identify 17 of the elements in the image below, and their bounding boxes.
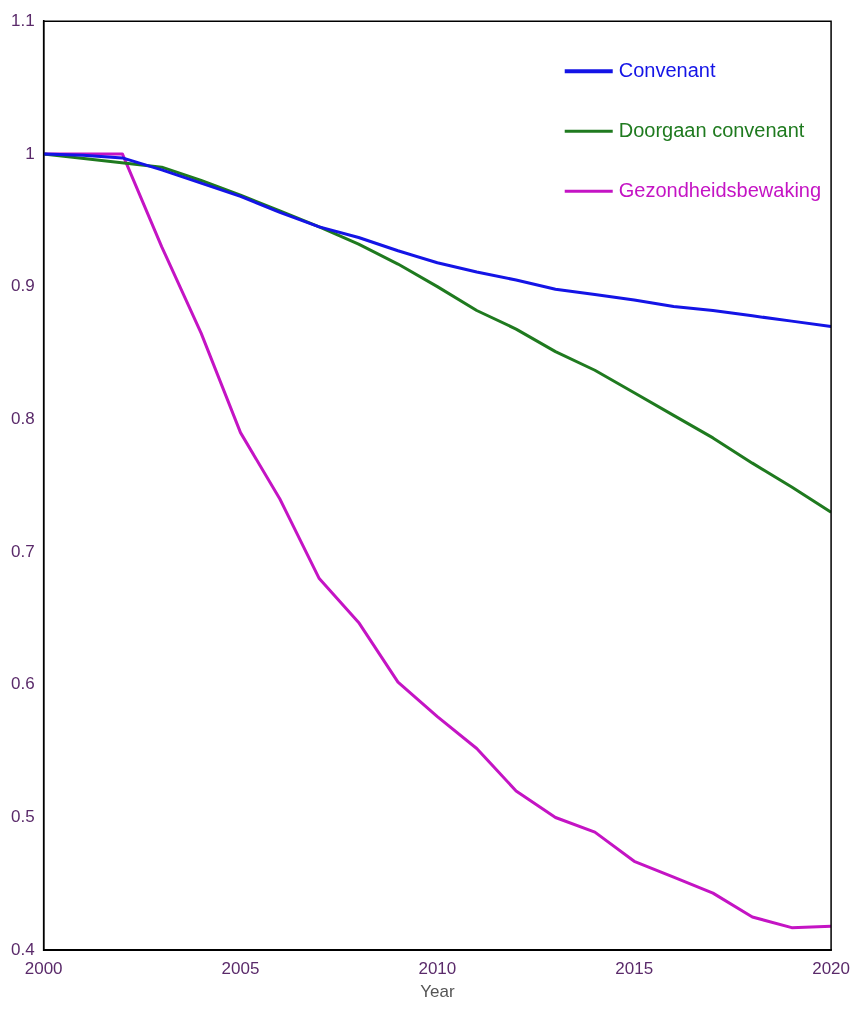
y-tick-label: 1: [25, 143, 35, 163]
y-tick-label: 0.5: [10, 807, 35, 827]
y-tick-label: 0.9: [10, 276, 35, 296]
x-tick-label: 2020: [812, 959, 850, 979]
y-tick-label: 0.7: [10, 541, 35, 561]
y-tick-label: 1.1: [10, 10, 35, 30]
y-tick-label: 0.8: [10, 409, 35, 429]
legend-label: Gezondheidsbewaking: [618, 178, 822, 201]
x-tick-label: 2000: [24, 959, 63, 979]
x-tick-label: 2005: [221, 959, 260, 979]
x-tick-label: 2015: [615, 959, 654, 979]
legend-label: Convenant: [618, 58, 716, 81]
legend-label: Doorgaan convenant: [618, 118, 805, 141]
y-tick-label: 0.6: [10, 674, 35, 694]
y-tick-label: 0.4: [10, 939, 35, 959]
x-axis-title: Year: [420, 982, 455, 1002]
x-tick-label: 2010: [418, 959, 457, 979]
